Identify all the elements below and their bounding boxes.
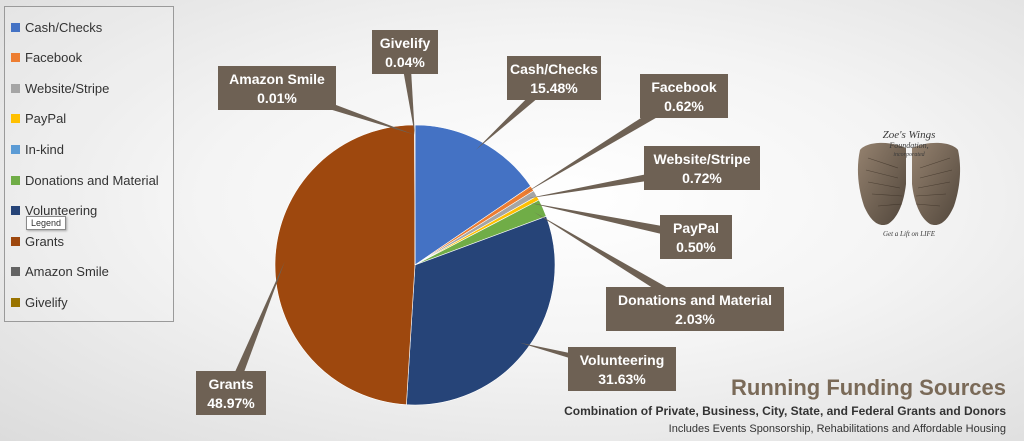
callout-website-stripe: Website/Stripe 0.72%: [644, 146, 760, 190]
callout-box: [218, 66, 336, 110]
callout-volunteering: Volunteering 31.63%: [568, 347, 676, 391]
legend-label: Donations and Material: [25, 172, 159, 188]
callout-box: [660, 215, 732, 259]
logo-line3: incorporated: [893, 152, 925, 158]
callout-label: Facebook: [651, 79, 717, 95]
callout-value: 0.04%: [385, 54, 425, 70]
callout-label: Grants: [208, 376, 253, 392]
legend-label: Grants: [25, 233, 65, 249]
pie-slices: [274, 124, 556, 406]
legend-swatch: [11, 53, 20, 63]
legend-item: Cash/Checks: [11, 17, 102, 37]
logo-line2: Foundation,: [888, 141, 928, 150]
callout-value: 15.48%: [530, 80, 578, 96]
callout-paypal: PayPal 0.50%: [660, 215, 732, 259]
legend-swatch: [11, 83, 20, 93]
logo-tagline: Get a Lift on LIFE: [883, 230, 936, 238]
legend-item: Facebook: [11, 48, 82, 68]
chart-note: Includes Events Sponsorship, Rehabilitat…: [668, 423, 1006, 435]
callout-amazon-smile: Amazon Smile 0.01%: [218, 66, 336, 110]
legend-item: Amazon Smile: [11, 262, 109, 282]
legend-label: PayPal: [25, 111, 67, 127]
callout-label: Amazon Smile: [229, 71, 325, 87]
chart-legend: Cash/Checks Facebook Website/Stripe PayPal I…: [4, 6, 174, 322]
pie-slice-grants: [274, 124, 416, 406]
callout-label: Website/Stripe: [654, 151, 751, 167]
callout-label: PayPal: [673, 220, 719, 236]
legend-label: Website/Stripe: [25, 80, 110, 96]
callout-box: [640, 74, 728, 118]
callout-value: 2.03%: [675, 311, 715, 327]
legend-swatch: [11, 175, 20, 185]
callout-box: [196, 371, 266, 415]
legend-label: Cash/Checks: [25, 19, 103, 35]
legend-item: Grants: [11, 231, 64, 251]
callout-label: Cash/Checks: [510, 61, 598, 77]
logo-name: Zoe's Wings: [883, 129, 936, 141]
callout-donations-and-material: Donations and Material 2.03%: [606, 287, 784, 331]
legend-item: Givelify: [11, 292, 68, 312]
legend-item: Donations and Material: [11, 170, 159, 190]
callout-value: 31.63%: [598, 371, 646, 387]
legend-label: Facebook: [25, 50, 83, 66]
callout-box: [507, 56, 601, 100]
chart-title: Running Funding Sources: [731, 375, 1006, 400]
legend-label: Givelify: [25, 294, 68, 310]
callout-label: Donations and Material: [618, 292, 772, 308]
callout-leader: [226, 261, 285, 395]
legend-item: PayPal: [11, 109, 66, 129]
legend-swatch: [11, 144, 20, 154]
callout-leader: [529, 202, 698, 242]
callout-box: [606, 287, 784, 331]
legend-swatch: [11, 22, 20, 32]
data-callouts: Cash/Checks 15.48% Facebook 0.62% Website/St…: [196, 30, 784, 415]
callout-givelify: Givelify 0.04%: [372, 30, 438, 74]
callout-value: 48.97%: [207, 395, 255, 411]
callout-value: 0.62%: [664, 98, 704, 114]
legend-swatch: [11, 114, 20, 124]
callout-value: 0.50%: [676, 239, 716, 255]
callout-label: Givelify: [380, 35, 431, 51]
callout-grants: Grants 48.97%: [196, 371, 266, 415]
legend-label: In-kind: [25, 141, 65, 157]
callout-box: [644, 146, 760, 190]
legend-item: Volunteering: [11, 201, 97, 221]
pie-slice-volunteering: [406, 215, 556, 406]
legend-swatch: [11, 297, 20, 307]
legend-swatch: [11, 236, 20, 246]
legend-tooltip: Legend: [26, 216, 67, 230]
callout-cash-checks: Cash/Checks 15.48%: [507, 56, 601, 100]
callout-value: 0.01%: [257, 90, 297, 106]
legend-item: Website/Stripe: [11, 78, 109, 98]
legend-swatch: [11, 206, 20, 216]
legend-label: Volunteering: [25, 203, 98, 219]
callout-value: 0.72%: [682, 170, 722, 186]
legend-label: Amazon Smile: [25, 264, 109, 280]
callout-box: [372, 30, 438, 74]
callout-box: [568, 347, 676, 391]
callout-label: Volunteering: [580, 352, 665, 368]
foundation-logo: Zoe's Wings Foundation, incorporated Get…: [848, 128, 970, 240]
chart-subtitle: Combination of Private, Business, City, …: [564, 404, 1006, 418]
legend-item: In-kind: [11, 139, 64, 159]
callout-facebook: Facebook 0.62%: [640, 74, 728, 118]
legend-swatch: [11, 267, 20, 277]
pie-slice-cash-checks: [414, 124, 532, 266]
